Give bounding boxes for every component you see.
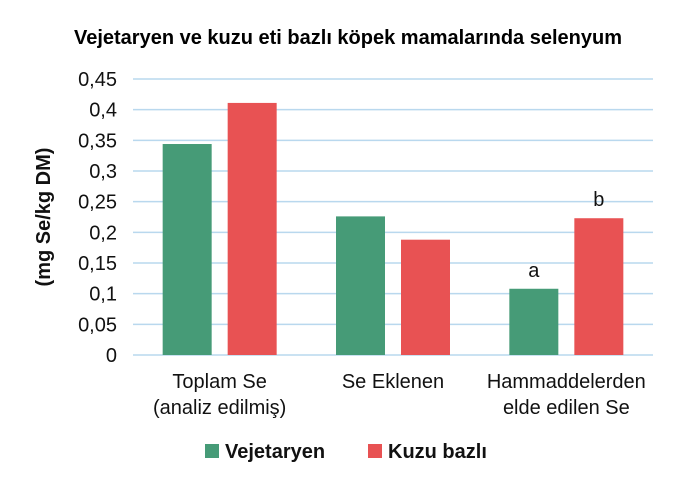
legend-swatch (368, 444, 382, 458)
y-tick-label: 0,1 (89, 284, 117, 306)
x-category-label: Toplam Se (172, 371, 267, 393)
bar-kuzu-bazl- (227, 102, 277, 355)
y-tick-label: 0 (106, 345, 117, 367)
y-tick-label: 0,3 (89, 161, 117, 183)
bar-annotation: a (528, 260, 540, 282)
x-axis-categories: Toplam Se (analiz edilmiş) Se Eklenen Hamma… (153, 371, 646, 419)
legend-label: Kuzu bazlı (388, 441, 487, 463)
x-category-label: (analiz edilmiş) (153, 397, 286, 419)
legend-label: Vejetaryen (225, 441, 325, 463)
legend: Vejetaryen Kuzu bazlı (205, 441, 487, 463)
gridlines (133, 78, 653, 356)
annotations: ab (528, 189, 604, 282)
y-tick-label: 0,4 (89, 100, 117, 122)
y-tick-label: 0,15 (78, 253, 117, 275)
x-category-label: Se Eklenen (342, 371, 444, 393)
y-tick-label: 0,35 (78, 130, 117, 152)
legend-swatch (205, 444, 219, 458)
y-axis-ticks: 0 0,05 0,1 0,15 0,2 0,25 0,3 0,35 0,4 0,45 (78, 69, 117, 367)
x-category-label: Hammaddelerden (487, 371, 646, 393)
x-category-label: elde edilen Se (503, 397, 630, 419)
bar-kuzu-bazl- (574, 218, 624, 355)
y-axis-label: (mg Se/kg DM) (33, 148, 55, 287)
y-tick-label: 0,2 (89, 222, 117, 244)
bars (162, 102, 624, 355)
bar-annotation: b (593, 189, 604, 211)
y-tick-label: 0,45 (78, 69, 117, 91)
bar-vejetaryen (509, 288, 559, 355)
chart-title: Vejetaryen ve kuzu eti bazlı köpek mamal… (74, 27, 622, 49)
bar-vejetaryen (336, 216, 385, 355)
y-tick-label: 0,05 (78, 314, 117, 336)
bar-vejetaryen (162, 144, 212, 355)
y-tick-label: 0,25 (78, 192, 117, 214)
bar-kuzu-bazl- (401, 239, 450, 355)
